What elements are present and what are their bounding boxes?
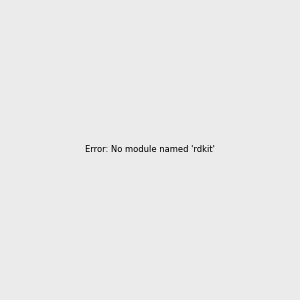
Text: Error: No module named 'rdkit': Error: No module named 'rdkit' [85, 146, 215, 154]
